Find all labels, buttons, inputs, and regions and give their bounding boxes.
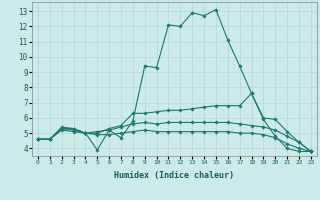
X-axis label: Humidex (Indice chaleur): Humidex (Indice chaleur): [115, 171, 234, 180]
